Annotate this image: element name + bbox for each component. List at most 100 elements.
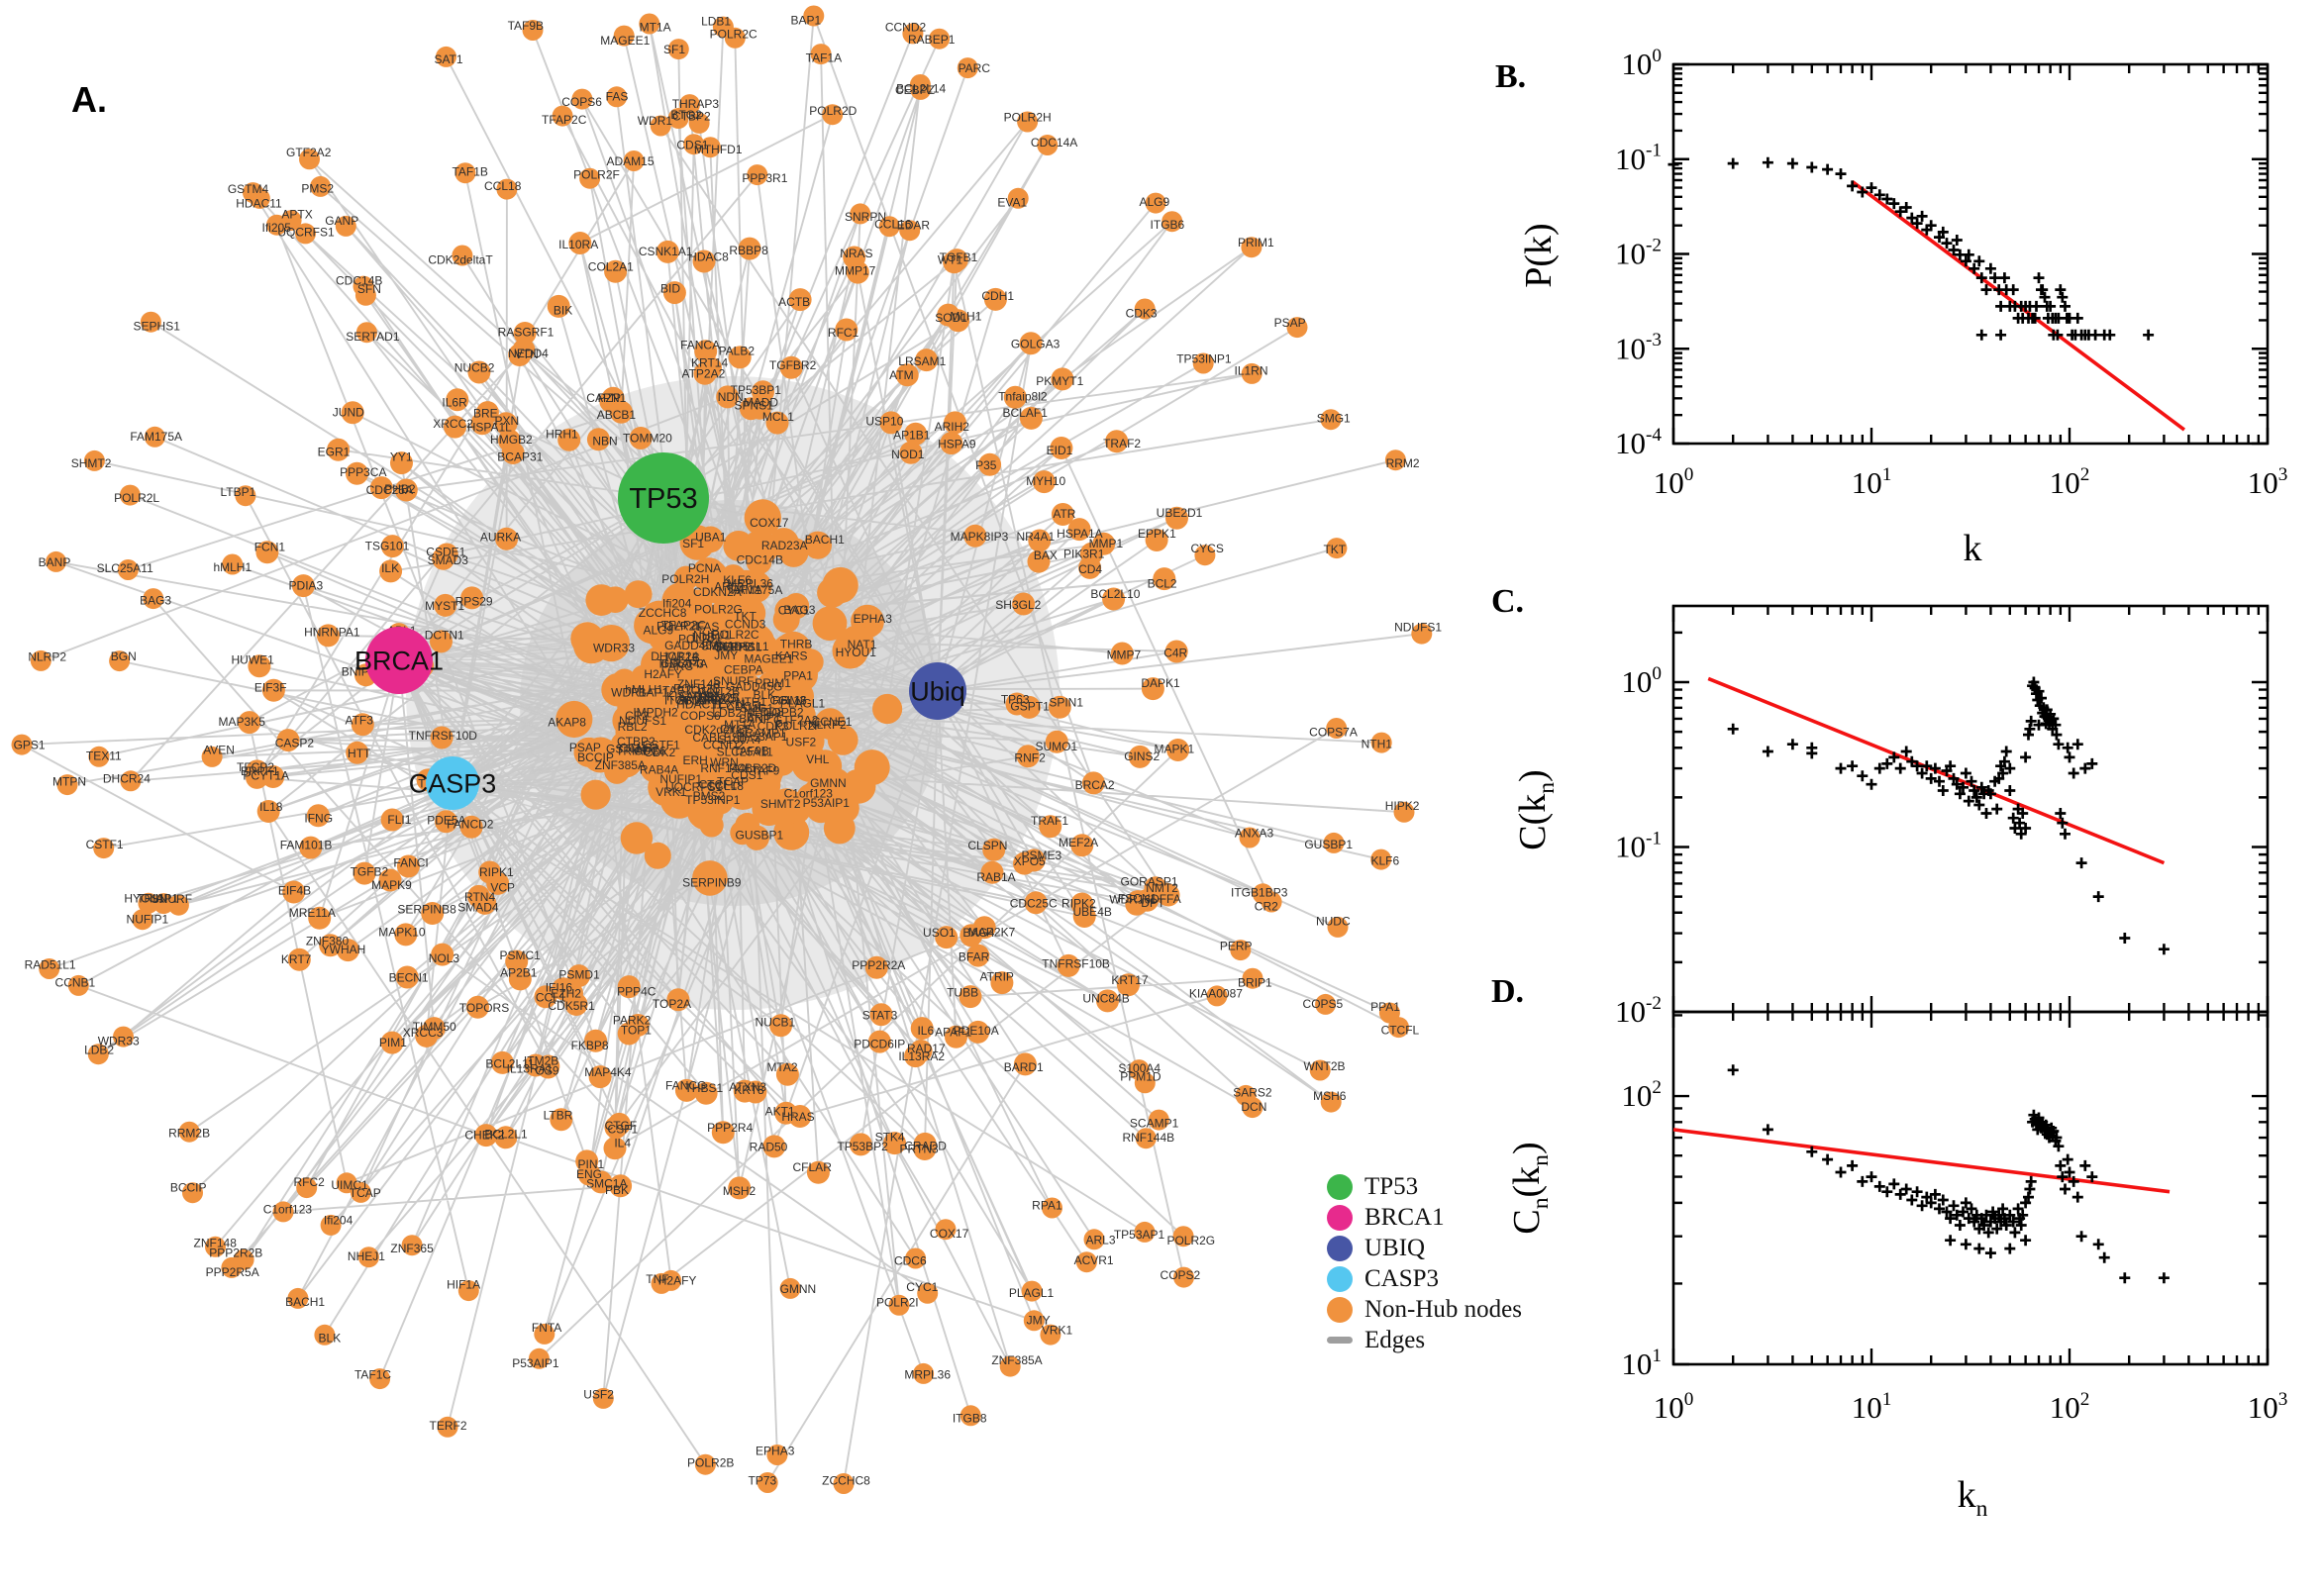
node-label: DFFA [1151,892,1181,906]
node-label: HDAC8 [688,250,729,264]
node-label: NEDD8 [744,705,784,719]
panel-letter-b: B. [1495,58,1526,95]
node-label: MCL1 [762,410,794,424]
node-label: ATR [1053,507,1075,521]
y-tick-label: 10-4 [1615,425,1662,460]
scatter-points [1727,676,2170,955]
node-label: MMP7 [1107,648,1142,662]
node-label: MRE11A [289,906,336,920]
node-label: KIAA0087 [1189,986,1243,1000]
network-node [779,355,803,379]
network-node [1326,718,1348,739]
legend-item: Non-Hub nodes [1327,1294,1522,1325]
node-label: TAF1A [806,51,842,65]
node-label: SAT1 [434,52,462,66]
node-label: PSAP [1274,316,1306,330]
node-label: USO1 [923,926,956,940]
network-node [662,281,686,305]
node-label: SCAMP1 [1130,1117,1179,1131]
network-node [395,965,419,989]
fit-line [1672,1128,2171,1194]
node-label: RASGRF1 [498,326,555,340]
node-label: ATRIP [979,970,1013,984]
axis-ticks [1671,62,2270,446]
node-label: LDB1 [701,15,731,29]
node-label: HSPA9 [938,437,976,450]
legend-item: CASP3 [1327,1263,1522,1294]
node-label: BGN [111,649,137,663]
node-label: PZP [598,391,621,405]
network-node [1241,237,1262,258]
network-node [1166,739,1190,761]
network-node [182,1182,203,1204]
network-node [1092,532,1116,555]
node-label: COPS7A [1309,726,1358,740]
node-label: GSTM4 [228,182,269,196]
node-label: AKT1 [765,1104,795,1118]
node-label: YWHAH [322,943,366,956]
network-node [1051,503,1074,526]
node-label: VRK1 [1042,1324,1073,1338]
network-node [378,868,402,892]
node-label: HSPA1L [467,421,512,435]
network-node [46,550,67,572]
node-label: VHL [806,752,830,766]
node-label: UBE2D1 [1157,506,1203,520]
node-label: HDAC11 [676,698,723,712]
node-label: KRT17 [1111,973,1148,987]
node-label: HRH1 [546,428,578,442]
y-tick-label: 10-1 [1615,828,1662,863]
network-node [659,615,687,643]
node-label: LDB2 [712,706,742,720]
y-tick-label: 10-3 [1615,330,1662,365]
network-node [790,724,825,758]
node-label: PXN [495,414,520,428]
network-node [613,25,635,47]
network-node [1145,529,1168,551]
node-label: Ifi204 [324,1214,354,1228]
network-node [765,411,789,435]
network-node [459,815,483,839]
node-label: EID1 [1047,444,1073,457]
node-label: FANCG [665,1079,706,1093]
node-label: LDB2 [84,1043,114,1056]
network-node [261,765,285,788]
node-label: ATF3 [345,714,373,728]
network-node [917,1282,939,1304]
node-label: CYCS [720,723,753,737]
network-node [983,287,1007,311]
network-node [1230,940,1252,961]
node-label: MAPK9 [371,878,412,892]
network-node [466,995,489,1019]
network-node [316,624,340,648]
hub-node-tp53 [618,452,709,544]
network-node [617,1022,641,1046]
network-node [1007,187,1029,209]
network-node [604,259,628,283]
network-node [299,149,320,170]
node-label: BACH1 [285,1295,325,1309]
node-label: BIK [554,304,572,318]
node-label: PPP4C [617,984,656,998]
node-label: ZNF148 [677,677,721,691]
node-label: GTF2A2 [286,146,332,159]
network-node [573,627,610,664]
hub-node-brca1 [365,627,433,694]
network-node [990,971,1014,995]
node-label: VTN [515,348,539,361]
network-node [899,220,921,242]
node-label: TRAF2 [1103,437,1141,450]
network-node [205,1236,226,1257]
node-label: FANCI [393,855,428,869]
network-node [1286,317,1308,339]
network-node [56,774,78,796]
node-label: CDC25C [1010,896,1058,910]
node-label: CCNB1 [55,976,96,990]
node-label: TUBB [947,986,978,1000]
node-label: POLR2I [876,1296,919,1310]
network-node [850,203,871,225]
node-label: CDS1 [676,139,708,152]
node-label: CR2 [625,709,649,723]
node-label: WNT2B [1304,1059,1346,1073]
network-node [1157,883,1180,907]
